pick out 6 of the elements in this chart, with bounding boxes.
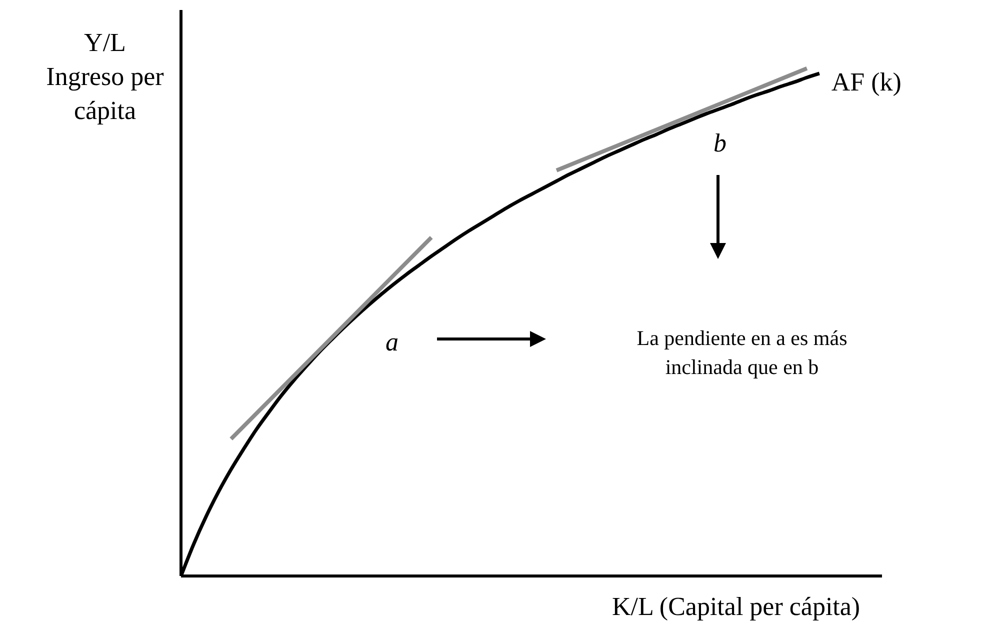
annotation: La pendiente en a es más inclinada que en b (636, 325, 848, 381)
x-axis-title: K/L (Capital per cápita) (612, 591, 860, 623)
series-label: AF (k) (831, 67, 902, 96)
y-axis-title: Y/L Ingreso per cápita (45, 27, 165, 127)
annotation: a (384, 328, 400, 356)
annotation: b (712, 128, 728, 158)
